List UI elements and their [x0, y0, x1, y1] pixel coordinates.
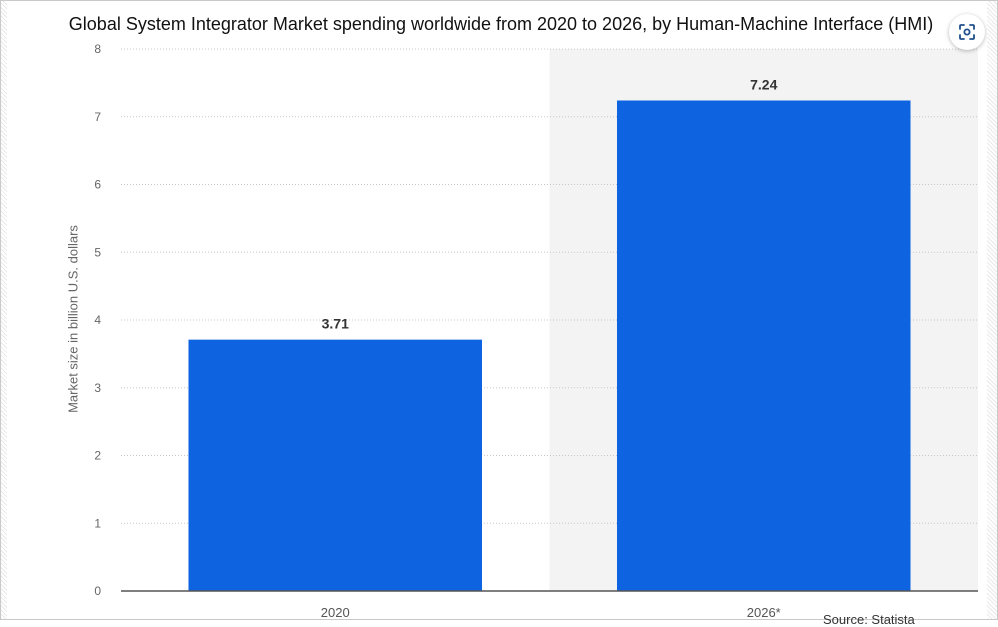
axes: 0 1 2 3 4 5 6 7 8 2020 2026*	[94, 42, 978, 620]
bar	[616, 100, 911, 592]
lens-scan-icon	[959, 24, 975, 40]
y-tick-label: 3	[94, 381, 101, 395]
y-tick-label: 6	[94, 178, 101, 192]
y-tick-label: 4	[94, 313, 101, 327]
y-tick-label: 0	[94, 584, 101, 598]
lens-button[interactable]	[949, 14, 985, 50]
y-axis-label: Market size in billion U.S. dollars	[65, 225, 81, 413]
y-tick-label: 1	[94, 516, 101, 530]
x-tick-label: 2026*	[747, 605, 781, 620]
y-tick-label: 5	[94, 245, 101, 259]
y-tick-label: 8	[94, 42, 101, 56]
y-tick-label: 7	[94, 110, 101, 124]
x-tick-label: 2020	[321, 605, 350, 620]
data-label: 3.71	[322, 316, 349, 332]
bars: 3.71 7.24	[188, 76, 911, 592]
y-tick-label: 2	[94, 449, 101, 463]
chart-title: Global System Integrator Market spending…	[68, 14, 934, 34]
bar	[188, 339, 483, 591]
data-label: 7.24	[750, 76, 777, 92]
